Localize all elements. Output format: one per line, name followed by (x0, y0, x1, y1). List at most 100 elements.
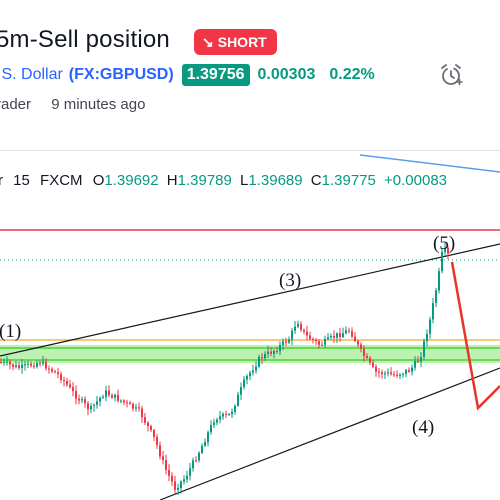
candle-body (114, 394, 116, 398)
candle-body (24, 364, 26, 366)
candle-body (222, 413, 224, 417)
candle-body (213, 422, 215, 425)
short-badge: ↘ SHORT (194, 29, 277, 55)
candle-body (240, 387, 242, 395)
candle-body (198, 452, 200, 461)
legend-change: +0.00083 (384, 172, 448, 189)
candle-body (264, 353, 266, 359)
candle-body (303, 329, 305, 332)
candle-body (42, 361, 44, 364)
candle-body (177, 487, 179, 490)
candle-body (39, 363, 41, 365)
candle-body (255, 366, 257, 371)
author-name[interactable]: rader (0, 96, 32, 113)
legend-high-label: H (166, 172, 178, 189)
candle-body (129, 402, 131, 404)
candle-body (132, 403, 134, 409)
candle-body (90, 405, 92, 410)
candle-body (432, 303, 434, 320)
candle-body (372, 362, 374, 367)
candle-body (36, 363, 38, 367)
candle-body (192, 460, 194, 469)
candle-body (99, 397, 101, 402)
candle-body (126, 402, 128, 404)
candle-body (444, 247, 446, 252)
symbol-row: .S. Dollar (FX:GBPUSD) 1.39756 0.00303 0… (0, 64, 375, 86)
support-zone (0, 345, 500, 363)
candle-body (426, 333, 428, 342)
idea-title: 5m-Sell position (0, 26, 170, 53)
author-row: rader 9 minutes ago (0, 96, 145, 113)
candle-body (111, 395, 113, 398)
candle-body (108, 390, 110, 396)
candle-body (87, 403, 89, 410)
candle-body (69, 384, 71, 388)
idea-header: 5m-Sell position ↘ SHORT .S. Dollar (FX:… (0, 0, 500, 150)
legend-low: 1.39689 (248, 172, 303, 189)
candle-body (357, 341, 359, 345)
candle-body (258, 356, 260, 367)
candle-body (168, 469, 170, 476)
candle-body (117, 394, 119, 401)
candle-body (207, 432, 209, 443)
candle-body (171, 475, 173, 482)
candle-body (234, 405, 236, 412)
symbol-code[interactable]: (FX:GBPUSD) (68, 66, 174, 83)
candle-body (429, 319, 431, 334)
candle-body (150, 426, 152, 431)
candle-body (273, 351, 275, 354)
lower-channel-line (159, 367, 500, 500)
candle-body (366, 356, 368, 358)
wave-label-3: (3) (279, 270, 301, 291)
candle-body (291, 330, 293, 340)
candle-body (135, 407, 137, 409)
candle-body (396, 374, 398, 377)
candle-body (327, 337, 329, 340)
candle-body (33, 365, 35, 367)
price-change: 0.00303 (257, 66, 316, 83)
candle-body (282, 341, 284, 346)
candle-body (63, 379, 65, 382)
candle-body (96, 401, 98, 405)
candle-body (399, 374, 401, 377)
projection-path (450, 261, 500, 411)
legend-interval[interactable]: 15 (13, 172, 30, 189)
price-chart[interactable]: (1) (3) (4) (5) (0, 150, 500, 500)
candle-body (9, 361, 11, 365)
candle-body (102, 396, 104, 398)
candle-body (330, 335, 332, 338)
candle-body (30, 363, 32, 366)
candle-body (162, 456, 164, 461)
short-badge-label: SHORT (217, 34, 267, 50)
candle-body (195, 460, 197, 462)
candle-body (237, 394, 239, 406)
candle-body (378, 371, 380, 373)
candle-body (420, 356, 422, 362)
candlestick-series (0, 241, 449, 495)
candle-body (81, 399, 83, 401)
candle-body (312, 339, 314, 341)
candle-body (279, 345, 281, 352)
symbol-name[interactable]: .S. Dollar (0, 66, 63, 83)
wave-label-4: (4) (412, 417, 434, 438)
candle-body (363, 348, 365, 357)
candle-body (105, 390, 107, 397)
candle-body (360, 344, 362, 349)
candle-body (393, 374, 395, 376)
candle-body (309, 335, 311, 340)
arrow-down-right-icon: ↘ (202, 33, 214, 50)
candle-body (321, 344, 323, 346)
candle-body (369, 357, 371, 363)
candle-body (438, 271, 440, 291)
candle-body (339, 333, 341, 337)
candle-body (144, 417, 146, 423)
candle-body (210, 424, 212, 433)
candle-body (75, 391, 77, 399)
candle-body (186, 475, 188, 480)
candle-body (159, 445, 161, 457)
alarm-clock-icon[interactable] (438, 62, 464, 88)
candle-body (324, 339, 326, 345)
candle-body (153, 430, 155, 437)
candle-body (261, 356, 263, 359)
candle-body (6, 361, 8, 363)
